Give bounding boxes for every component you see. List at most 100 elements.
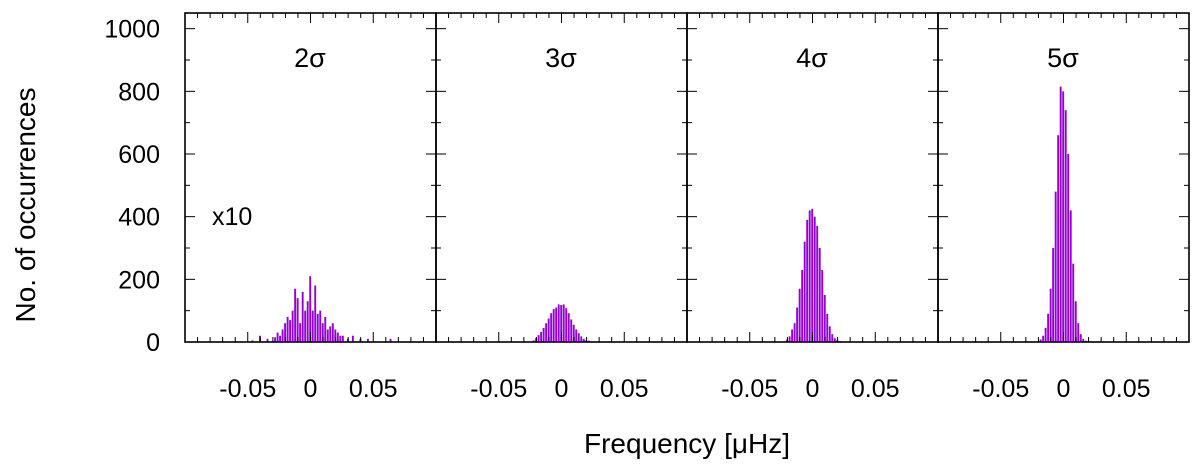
x-tick-label: 0 (304, 375, 318, 403)
histogram-bar (276, 332, 279, 342)
x-tick-label: 0 (1057, 375, 1071, 403)
histogram-bar (552, 309, 555, 342)
y-tick-label: 0 (146, 329, 160, 357)
histogram-bar (821, 269, 824, 342)
histogram-bar (826, 313, 829, 342)
y-tick-label: 200 (118, 266, 160, 294)
histogram-bar (1077, 323, 1080, 342)
histogram-bar (299, 323, 302, 342)
histogram-bar (1069, 210, 1072, 342)
histogram-bar (577, 333, 580, 342)
histogram-bar (550, 313, 553, 342)
histogram-bar (1079, 334, 1082, 342)
x-tick-label: 0 (555, 375, 569, 403)
histogram-bar (389, 338, 392, 342)
histogram-bar (808, 210, 811, 342)
histogram-bar (567, 313, 570, 342)
panel-label: 3σ (545, 43, 577, 73)
histogram-bar (570, 319, 573, 342)
x-tick-label: -0.05 (470, 375, 527, 403)
histogram-bar (304, 310, 307, 342)
histogram-bar (284, 323, 287, 342)
histogram-bar (331, 323, 334, 342)
histogram-bar (565, 308, 568, 342)
panel-label: 4σ (796, 43, 828, 73)
y-tick-label: 1000 (104, 16, 160, 44)
histogram-bar (542, 327, 545, 342)
histogram-bar (1082, 338, 1085, 342)
histogram-bar (306, 301, 309, 342)
histogram-bar (801, 269, 804, 342)
histogram-bar (351, 335, 354, 342)
histogram-bar (575, 329, 578, 342)
histogram-bar (311, 310, 314, 342)
histogram-bar (1072, 263, 1075, 342)
histogram-bar (582, 338, 585, 342)
histogram-bar (279, 335, 282, 342)
panels-layer: 2σ x10 3σ 4σ 5σ (184, 12, 1190, 343)
scale-annotation: x10 (212, 203, 252, 231)
panel-2: 3σ (435, 12, 688, 343)
histogram-bar (547, 318, 550, 342)
x-tick-labels: -0.05 0 0.05 -0.05 0 0.05 -0.05 0 0.05 -0.05 0 0.05 (219, 375, 1150, 403)
histogram-bar (1044, 327, 1047, 342)
histogram-bar (366, 338, 369, 342)
histogram-bar (545, 323, 548, 342)
x-tick-label: -0.05 (219, 375, 276, 403)
histogram-bar (324, 316, 327, 342)
x-tick-label: 0.05 (851, 375, 900, 403)
panel-4: 5σ (937, 12, 1190, 343)
histogram-bar (316, 313, 319, 342)
histogram-bar (1039, 339, 1042, 342)
histogram-bar (339, 335, 342, 342)
panel-label: 5σ (1047, 43, 1079, 73)
histogram-bar (572, 324, 575, 342)
histogram-bar (1054, 191, 1057, 342)
y-tick-label: 800 (118, 78, 160, 106)
histogram-bar (833, 338, 836, 342)
histogram-bar (1047, 313, 1050, 342)
histogram-bar (281, 329, 284, 342)
histogram-bar (291, 310, 294, 342)
histogram-bar (329, 326, 332, 342)
histogram-bar (537, 335, 540, 342)
histogram-bar (289, 320, 292, 342)
histogram-bar (319, 310, 322, 342)
histogram-bar (301, 291, 304, 342)
panel-frame (937, 12, 1190, 343)
histogram-bar (831, 334, 834, 342)
y-tick-labels: 0 200 400 600 800 1000 (104, 16, 160, 357)
x-tick-label: 0.05 (600, 375, 649, 403)
histogram-bar (793, 323, 796, 342)
histogram-bar (266, 338, 269, 342)
histogram-bar (1064, 110, 1067, 342)
histogram-bar (334, 329, 337, 342)
histogram-bar (1074, 301, 1077, 342)
x-tick-label: -0.05 (972, 375, 1029, 403)
histogram-bar (1049, 288, 1052, 342)
histogram-bar (811, 208, 814, 342)
histogram-bar (580, 336, 583, 342)
x-tick-label: 0 (806, 375, 820, 403)
x-tick-label: -0.05 (721, 375, 778, 403)
histogram-bar (798, 288, 801, 342)
histogram-bar (336, 332, 339, 342)
histogram-bar (555, 307, 558, 342)
histogram-bar (294, 288, 297, 342)
y-axis-title: No. of occurrences (10, 88, 41, 323)
histogram-bar (1057, 135, 1060, 342)
y-tick-label: 600 (118, 141, 160, 169)
histogram-bar (540, 331, 543, 342)
histogram-bar (803, 241, 806, 342)
histogram-bar (296, 298, 299, 342)
histogram-bar (806, 219, 809, 342)
histogram-bar (341, 335, 344, 342)
histogram-bar (828, 326, 831, 342)
histogram-bar (791, 329, 794, 342)
histogram-bar (309, 276, 312, 342)
x-tick-label: 0.05 (1102, 375, 1151, 403)
histogram-bar (796, 307, 799, 342)
panel-1: 2σ x10 (184, 12, 437, 343)
histogram-bar (816, 226, 819, 342)
histogram-bar (560, 305, 563, 342)
